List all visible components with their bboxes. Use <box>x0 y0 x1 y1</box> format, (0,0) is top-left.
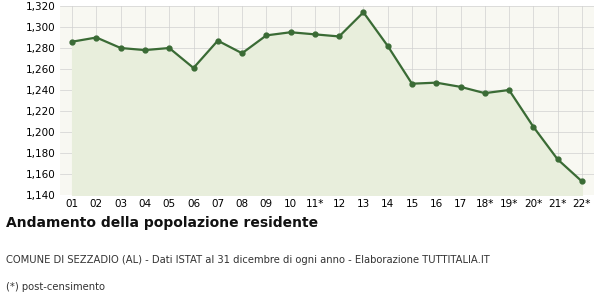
Text: (*) post-censimento: (*) post-censimento <box>6 282 105 292</box>
Text: COMUNE DI SEZZADIO (AL) - Dati ISTAT al 31 dicembre di ogni anno - Elaborazione : COMUNE DI SEZZADIO (AL) - Dati ISTAT al … <box>6 255 490 265</box>
Text: Andamento della popolazione residente: Andamento della popolazione residente <box>6 216 318 230</box>
